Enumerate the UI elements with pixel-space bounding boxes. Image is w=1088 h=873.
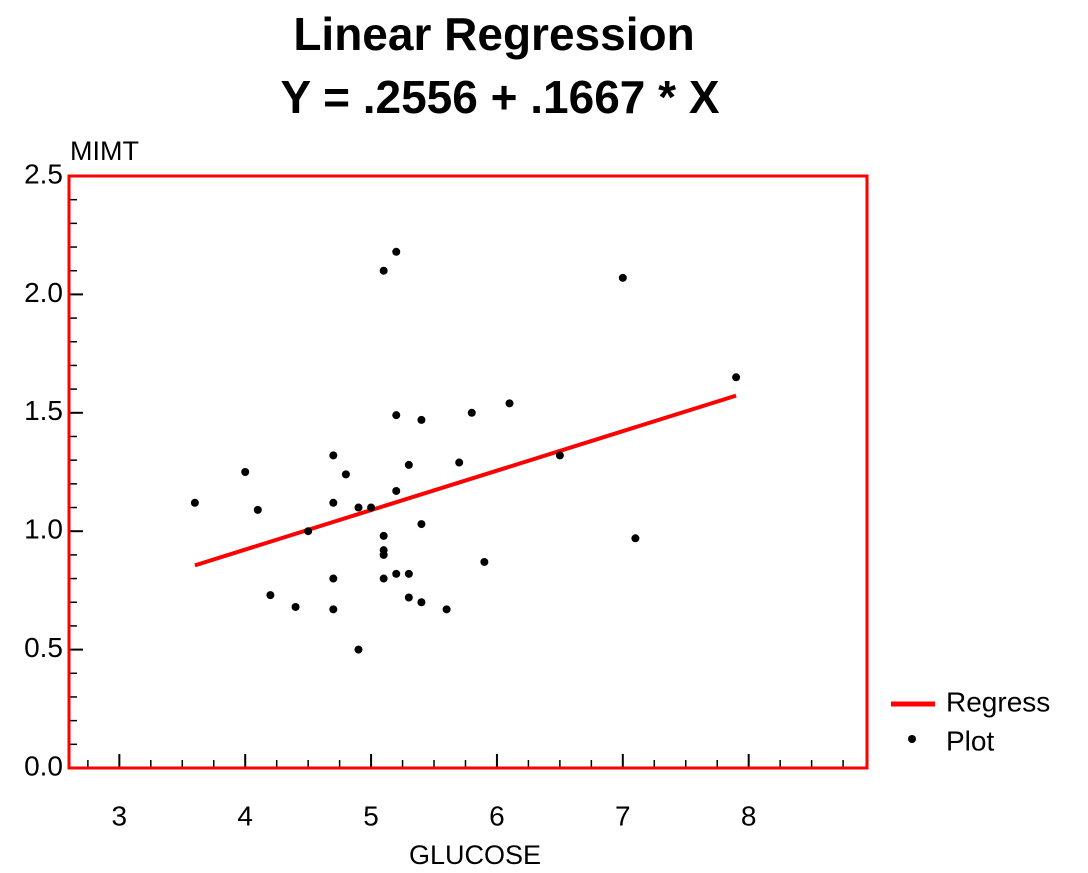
data-point — [367, 503, 376, 512]
y-tick-label: 2.5 — [24, 158, 63, 189]
data-point — [190, 498, 199, 507]
data-point — [341, 470, 350, 479]
data-point — [417, 598, 426, 607]
data-point — [618, 273, 627, 282]
plot-frame — [67, 174, 869, 770]
data-point — [253, 505, 262, 514]
data-point — [379, 574, 388, 583]
y-tick-label: 0.0 — [24, 750, 63, 781]
data-point — [555, 451, 564, 460]
data-point — [379, 531, 388, 540]
y-tick-label: 1.5 — [24, 395, 63, 426]
x-axis-label: GLUCOSE — [409, 840, 541, 870]
legend-dot — [908, 735, 916, 743]
data-point — [631, 534, 640, 543]
data-point — [379, 266, 388, 275]
chart-title: Linear Regression — [293, 8, 694, 60]
data-point — [467, 408, 476, 417]
data-point — [329, 498, 338, 507]
data-point — [329, 574, 338, 583]
legend-label: Regress — [946, 686, 1050, 717]
x-tick-label: 4 — [237, 800, 253, 831]
data-point — [291, 602, 300, 611]
x-tick-label: 5 — [363, 800, 379, 831]
x-tick-label: 3 — [112, 800, 128, 831]
data-point — [392, 486, 401, 495]
data-point — [732, 373, 741, 382]
data-point — [354, 645, 363, 654]
data-point — [417, 415, 426, 424]
data-point — [354, 503, 363, 512]
legend-label: Plot — [946, 725, 994, 756]
data-point — [329, 605, 338, 614]
regression-line — [194, 393, 737, 568]
data-point — [404, 460, 413, 469]
data-point — [392, 569, 401, 578]
data-point — [392, 247, 401, 256]
data-point — [442, 605, 451, 614]
data-point — [392, 411, 401, 420]
chart-subtitle: Y = .2556 + .1667 * X — [280, 71, 719, 123]
y-tick-label: 2.0 — [24, 277, 63, 308]
x-tick-label: 6 — [489, 800, 505, 831]
data-point — [266, 591, 275, 600]
data-point — [329, 451, 338, 460]
data-point — [241, 468, 250, 476]
x-tick-label: 8 — [741, 800, 757, 831]
data-point — [505, 399, 514, 408]
data-point — [455, 458, 464, 467]
data-point — [304, 527, 313, 536]
data-point — [404, 593, 413, 602]
y-axis-label: MIMT — [70, 136, 139, 166]
y-tick-label: 1.0 — [24, 514, 63, 545]
data-point — [404, 569, 413, 578]
data-point — [379, 550, 388, 559]
data-point — [417, 520, 426, 529]
y-tick-label: 0.5 — [24, 632, 63, 663]
data-point — [480, 557, 489, 566]
x-tick-label: 7 — [615, 800, 631, 831]
